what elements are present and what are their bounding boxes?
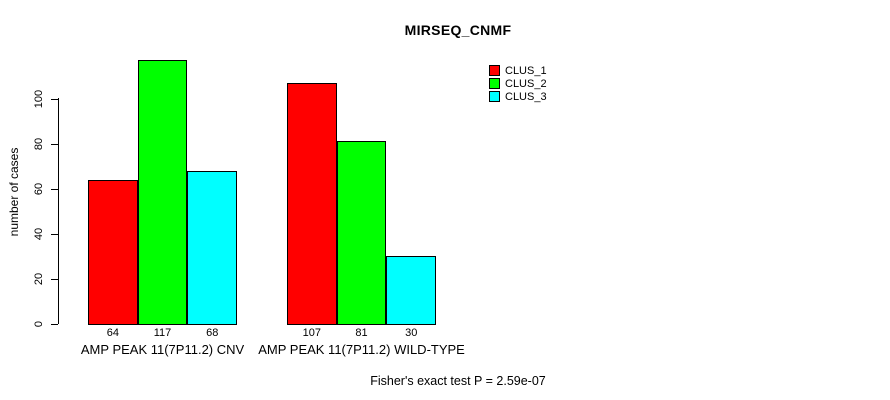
y-tick (51, 278, 58, 280)
bar-clus_1-group-2 (287, 82, 337, 325)
y-tick-label: 20 (33, 272, 45, 286)
legend-label-clus_2: CLUS_2 (505, 78, 547, 90)
y-tick (51, 233, 58, 235)
y-tick-label: 40 (33, 227, 45, 240)
bar-value-label: 81 (355, 327, 368, 339)
legend-swatch-clus_1 (489, 65, 500, 76)
y-tick-label: 80 (33, 137, 45, 150)
y-tick (51, 143, 58, 145)
legend-swatch-clus_3 (489, 91, 500, 102)
x-category-label: AMP PEAK 11(7P11.2) WILD-TYPE (258, 342, 465, 357)
y-axis-label: number of cases (7, 147, 21, 237)
y-tick (51, 98, 58, 100)
bar-clus_3-group-1 (187, 170, 238, 325)
bar-value-label: 30 (405, 327, 418, 339)
bar-value-label: 68 (206, 327, 219, 339)
chart-title: MIRSEQ_CNMF (404, 22, 512, 38)
legend-label-clus_1: CLUS_1 (505, 65, 547, 77)
y-axis-line (58, 97, 59, 324)
y-tick-label: 0 (33, 320, 45, 328)
bar-clus_3-group-2 (386, 256, 437, 325)
annotation-text: Fisher's exact test P = 2.59e-07 (370, 374, 546, 388)
bar-clus_2-group-2 (336, 141, 387, 325)
y-tick-label: 60 (33, 182, 45, 195)
legend-swatch-clus_2 (489, 78, 500, 89)
bar-value-label: 117 (153, 327, 172, 339)
x-category-label: AMP PEAK 11(7P11.2) CNV (80, 342, 245, 357)
y-tick (51, 324, 58, 325)
bar-value-label: 107 (302, 327, 322, 339)
y-tick (51, 188, 58, 190)
legend-label-clus_3: CLUS_3 (505, 91, 547, 103)
bar-clus_2-group-1 (137, 60, 188, 325)
y-tick-label: 100 (33, 89, 45, 108)
bar-clus_1-group-1 (88, 179, 138, 325)
bar-value-label: 64 (106, 327, 119, 339)
